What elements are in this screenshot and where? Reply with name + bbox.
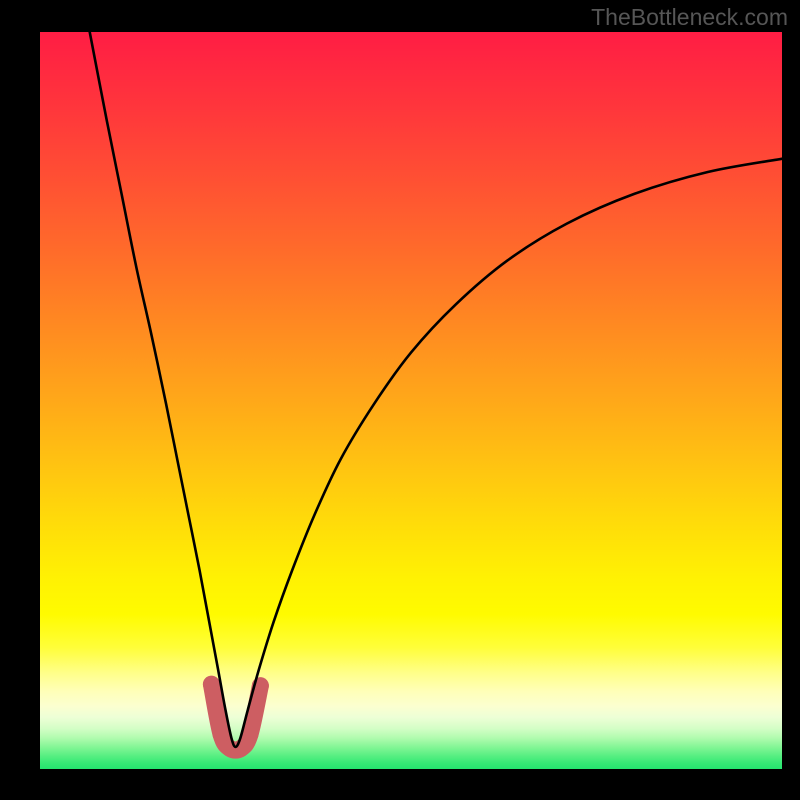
- highlight-dot: [213, 726, 230, 743]
- bottleneck-chart: [0, 0, 800, 800]
- watermark-text: TheBottleneck.com: [591, 4, 788, 31]
- highlight-dot: [233, 740, 250, 757]
- chart-frame: TheBottleneck.com: [0, 0, 800, 800]
- highlight-dot: [203, 676, 220, 693]
- plot-background: [40, 32, 782, 769]
